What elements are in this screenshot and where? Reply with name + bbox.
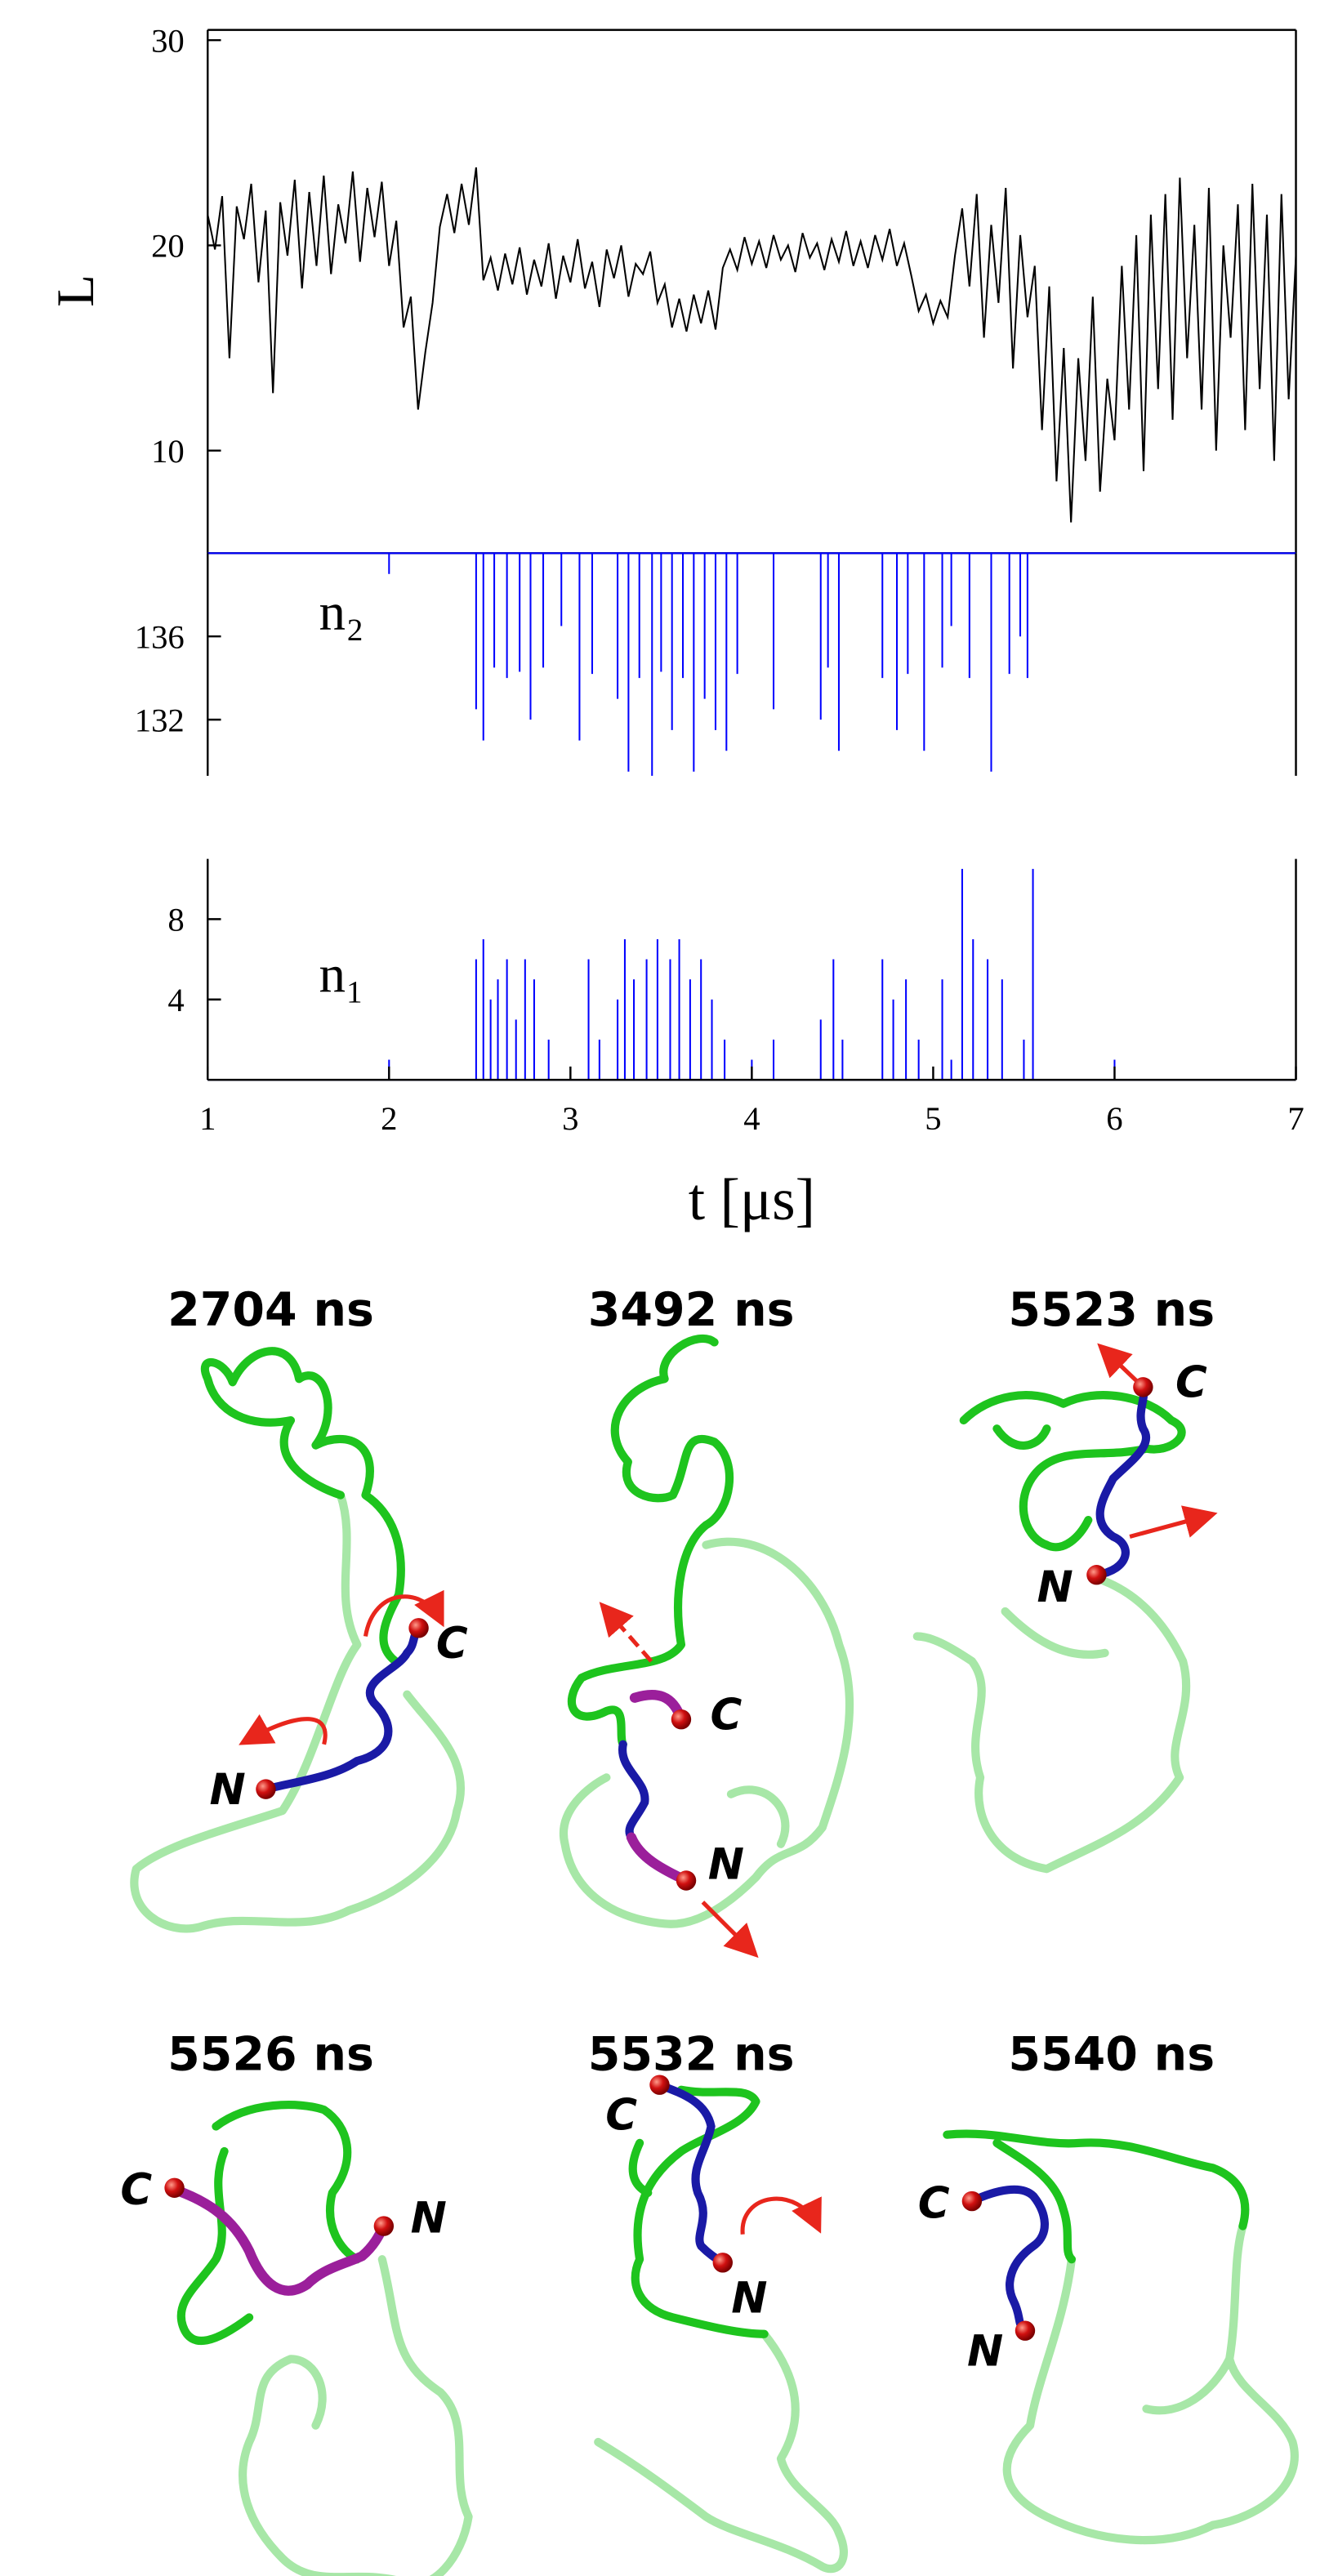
data-line	[207, 167, 1297, 523]
terminus	[408, 1618, 429, 1638]
snapshot-title: 5526 ns	[167, 2027, 374, 2081]
x-tick-label: 2	[381, 1100, 397, 1137]
snapshot-title: 3492 ns	[588, 1283, 795, 1337]
c-label: C	[710, 1690, 742, 1740]
segment	[1092, 1383, 1151, 1580]
terminus	[256, 1779, 276, 1799]
terminus	[676, 1870, 697, 1891]
snapshot: 5540 ns C N	[918, 2027, 1299, 2545]
chain	[176, 2101, 362, 2345]
chain-tail	[1002, 2222, 1299, 2545]
terminus	[1086, 1565, 1107, 1585]
snapshot: 5532 ns C N	[588, 2027, 848, 2574]
snapshot: 2704 ns N C	[130, 1283, 468, 1933]
chain	[200, 1347, 405, 1666]
chain	[943, 2129, 1250, 2264]
segment	[169, 2184, 389, 2296]
c-label: C	[436, 1619, 468, 1669]
x-tick-label: 1	[199, 1100, 216, 1137]
snapshot-title: 5540 ns	[1008, 2027, 1215, 2081]
n-label: N	[210, 1765, 246, 1815]
snapshot: 3492 ns C N	[559, 1283, 854, 1959]
c-label: C	[918, 2178, 950, 2228]
y-tick-label: 132	[135, 702, 185, 738]
c-label: C	[1175, 1358, 1207, 1408]
terminus	[164, 2177, 185, 2198]
chain-tail	[594, 2329, 848, 2574]
segment	[618, 1740, 649, 1842]
snapshot-title: 5532 ns	[588, 2027, 795, 2081]
arrow	[363, 1589, 444, 1637]
data-line	[207, 868, 1296, 1081]
terminus	[961, 2190, 983, 2212]
x-axis-label: t [μs]	[689, 1166, 815, 1232]
n-label: N	[708, 1839, 744, 1889]
terminus	[1015, 2320, 1036, 2341]
chain	[567, 1334, 734, 1749]
snapshot: 5526 ns C N	[120, 2027, 473, 2576]
terminus	[712, 2253, 733, 2273]
y-tick-label: 20	[151, 228, 185, 265]
segment	[967, 2185, 1049, 2333]
x-tick-label: 7	[1287, 1100, 1304, 1137]
n-label: N	[731, 2273, 767, 2323]
y-axis-label: n₁	[319, 945, 364, 1004]
chain	[628, 2085, 769, 2338]
chain-tail	[912, 1574, 1191, 1874]
snapshot-title: 5523 ns	[1008, 1283, 1215, 1337]
chain-tail	[130, 1491, 466, 1933]
chain-tail	[559, 1537, 854, 1928]
snapshot-title: 2704 ns	[167, 1283, 374, 1337]
terminus	[671, 1709, 692, 1730]
y-tick-label: 136	[135, 618, 185, 655]
y-tick-label: 8	[167, 902, 184, 938]
n-label: N	[411, 2194, 447, 2244]
chain-tail	[239, 2255, 473, 2576]
terminus	[373, 2216, 395, 2236]
arrow	[701, 1901, 759, 1959]
y-axis-label: n₂	[319, 583, 364, 642]
arrow	[599, 1602, 653, 1663]
c-label: C	[120, 2165, 152, 2215]
y-tick-label: 10	[151, 433, 185, 470]
arrow	[239, 1714, 328, 1745]
terminus	[649, 2075, 670, 2095]
n-label: N	[967, 2326, 1003, 2376]
x-tick-label: 5	[925, 1100, 941, 1137]
segment	[261, 1624, 423, 1794]
arrow	[740, 2196, 822, 2235]
y-tick-label: 4	[167, 982, 184, 1018]
n-label: N	[1037, 1562, 1073, 1612]
terminus	[1133, 1377, 1153, 1397]
chain	[959, 1391, 1186, 1552]
x-tick-label: 3	[562, 1100, 578, 1137]
x-tick-label: 6	[1106, 1100, 1122, 1137]
snapshot: 5523 ns C N	[912, 1283, 1218, 1874]
c-label: C	[605, 2091, 637, 2141]
x-tick-label: 4	[743, 1100, 760, 1137]
data-line	[207, 552, 1296, 776]
y-axis-label: L	[47, 274, 105, 307]
arrow	[1129, 1505, 1218, 1539]
segment	[655, 2080, 727, 2267]
y-tick-label: 30	[151, 22, 185, 59]
plot-area: 2704 ns N C 3492 ns C N 5523 ns C N 5526…	[47, 22, 1304, 2576]
